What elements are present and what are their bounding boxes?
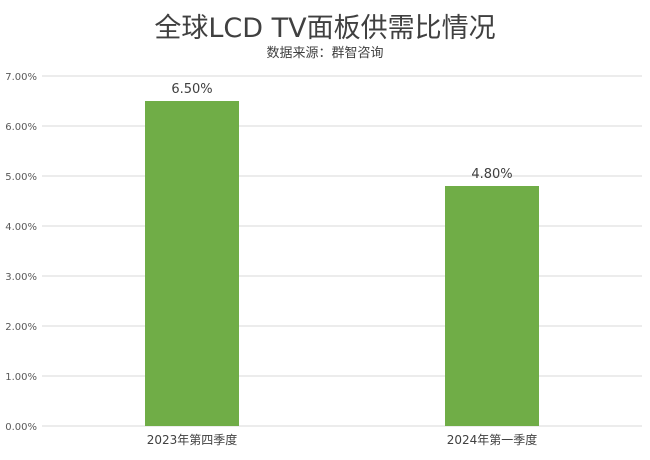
- y-tick-label: 5.00%: [5, 172, 37, 183]
- y-tick-label: 0.00%: [5, 422, 37, 433]
- y-tick-label: 2.00%: [5, 322, 37, 333]
- y-tick-label: 7.00%: [5, 72, 37, 83]
- y-tick-label: 1.00%: [5, 372, 37, 383]
- y-tick-label: 3.00%: [5, 272, 37, 283]
- data-label: 4.80%: [471, 167, 512, 182]
- x-tick-label: 2023年第四季度: [147, 432, 238, 447]
- chart-subtitle: 数据来源：群智咨询: [266, 46, 384, 61]
- y-tick-label: 4.00%: [5, 222, 37, 233]
- x-tick-label: 2024年第一季度: [447, 432, 538, 447]
- y-tick-label: 6.00%: [5, 122, 37, 133]
- chart-title: 全球LCD TV面板供需比情况: [154, 13, 496, 44]
- data-label: 6.50%: [171, 82, 212, 97]
- bar: [445, 186, 539, 426]
- bar: [145, 101, 239, 426]
